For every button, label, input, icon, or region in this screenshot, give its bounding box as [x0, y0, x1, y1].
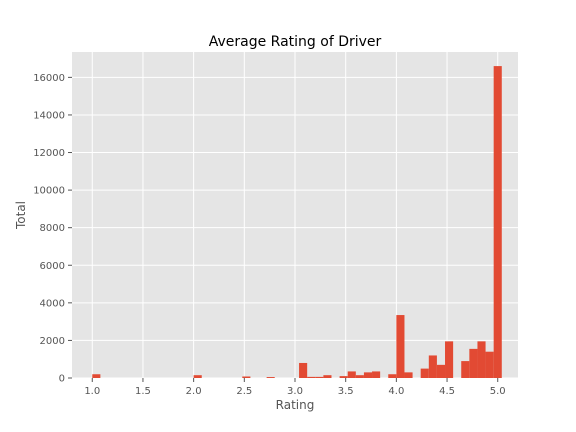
x-tick-label: 3.0: [287, 386, 303, 397]
y-axis-label: Total: [14, 201, 28, 230]
histogram-bar: [445, 341, 454, 378]
histogram-bar: [323, 375, 332, 378]
x-tick-label: 4.5: [439, 386, 455, 397]
x-tick-labels: 1.0 1.5 2.0 2.5 3.0 3.5 4.0 4.5 5.0: [84, 378, 506, 397]
histogram-bar: [193, 375, 202, 378]
chart-title: Average Rating of Driver: [209, 34, 382, 50]
y-tick-labels: 0 2000 4000 6000 8000 10000 12000 14000 16000: [33, 73, 72, 385]
histogram-bar: [485, 351, 494, 378]
histogram-bar: [428, 355, 437, 378]
histogram-bar: [388, 374, 397, 378]
y-tick-label: 4000: [40, 298, 65, 309]
x-tick-label: 1.0: [84, 386, 100, 397]
y-tick-label: 16000: [33, 73, 65, 84]
y-tick-label: 0: [59, 374, 65, 385]
histogram-bar: [477, 341, 486, 378]
y-tick-label: 10000: [33, 186, 65, 197]
histogram-bar: [315, 376, 324, 378]
histogram-bar: [266, 377, 275, 378]
histogram-bar: [92, 374, 101, 378]
x-tick-label: 1.5: [135, 386, 151, 397]
histogram-bar: [372, 371, 381, 378]
histogram-bar: [469, 348, 478, 378]
x-tick-label: 2.5: [236, 386, 252, 397]
y-tick-label: 6000: [40, 261, 65, 272]
histogram-bar: [396, 315, 405, 378]
x-tick-label: 5.0: [490, 386, 506, 397]
histogram-bar: [307, 376, 316, 378]
histogram-bar: [339, 376, 348, 378]
histogram-bar: [355, 375, 364, 378]
y-tick-label: 12000: [33, 148, 65, 159]
histogram-bar: [436, 364, 446, 378]
histogram-bar: [404, 372, 413, 378]
x-tick-label: 3.5: [338, 386, 354, 397]
histogram-bar: [493, 66, 502, 378]
x-axis-label: Rating: [276, 398, 315, 412]
x-tick-label: 2.0: [186, 386, 202, 397]
histogram-bar: [347, 371, 356, 378]
histogram-bar: [242, 376, 251, 378]
y-tick-label: 2000: [40, 336, 65, 347]
histogram-bar: [461, 361, 470, 378]
histogram-bar: [420, 368, 429, 378]
histogram-bar: [363, 372, 373, 378]
y-tick-label: 14000: [33, 110, 65, 121]
x-tick-label: 4.0: [388, 386, 404, 397]
bars-layer: [92, 66, 502, 378]
histogram-bar: [299, 362, 308, 378]
y-tick-label: 8000: [40, 223, 65, 234]
